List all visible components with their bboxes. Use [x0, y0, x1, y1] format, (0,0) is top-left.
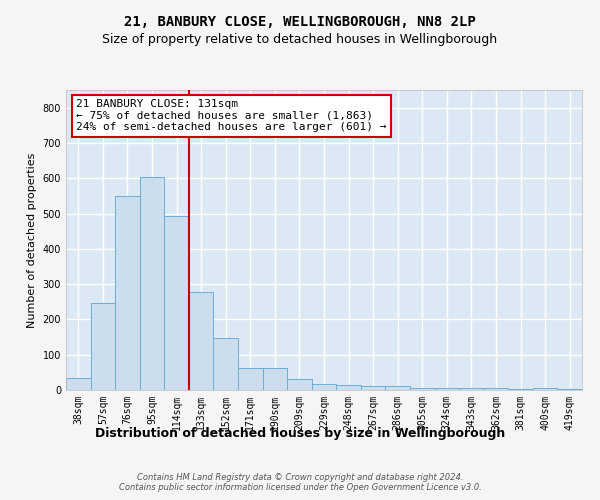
- Bar: [361, 386, 385, 390]
- Bar: [312, 384, 336, 390]
- Bar: [459, 388, 484, 390]
- Text: Distribution of detached houses by size in Wellingborough: Distribution of detached houses by size …: [95, 428, 505, 440]
- Bar: [410, 388, 434, 390]
- Bar: [533, 388, 557, 390]
- Bar: [287, 380, 312, 390]
- Bar: [66, 378, 91, 390]
- Text: 21 BANBURY CLOSE: 131sqm
← 75% of detached houses are smaller (1,863)
24% of sem: 21 BANBURY CLOSE: 131sqm ← 75% of detach…: [76, 99, 387, 132]
- Bar: [214, 338, 238, 390]
- Bar: [164, 216, 189, 390]
- Text: 21, BANBURY CLOSE, WELLINGBOROUGH, NN8 2LP: 21, BANBURY CLOSE, WELLINGBOROUGH, NN8 2…: [124, 15, 476, 29]
- Bar: [115, 196, 140, 390]
- Bar: [140, 177, 164, 390]
- Bar: [189, 292, 214, 390]
- Bar: [484, 388, 508, 390]
- Text: Size of property relative to detached houses in Wellingborough: Size of property relative to detached ho…: [103, 32, 497, 46]
- Bar: [385, 386, 410, 390]
- Bar: [336, 385, 361, 390]
- Bar: [434, 388, 459, 390]
- Bar: [91, 303, 115, 390]
- Text: Contains HM Land Registry data © Crown copyright and database right 2024.
Contai: Contains HM Land Registry data © Crown c…: [119, 472, 481, 492]
- Bar: [263, 368, 287, 390]
- Bar: [238, 368, 263, 390]
- Y-axis label: Number of detached properties: Number of detached properties: [27, 152, 37, 328]
